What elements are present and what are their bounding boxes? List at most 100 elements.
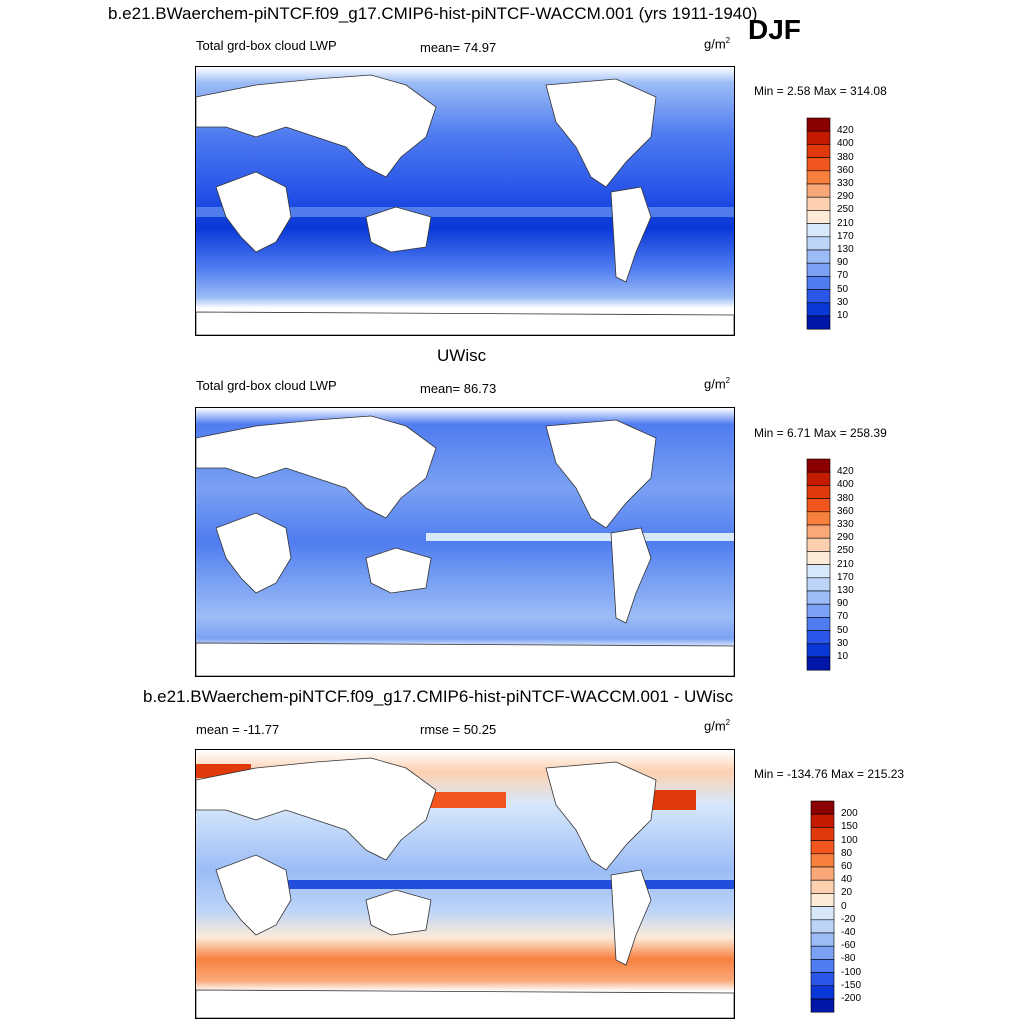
colorbar-swatch (806, 183, 831, 198)
panel-title: UWisc (437, 346, 487, 365)
colorbar-swatch (806, 117, 831, 132)
colorbar-tick-label: 420 (837, 466, 854, 478)
colorbar-swatch (810, 972, 835, 987)
colorbar-swatch (810, 827, 835, 841)
panel-minmax: Min = 6.71 Max = 258.39 (754, 426, 887, 440)
colorbar-tick-label: 400 (837, 479, 854, 491)
colorbar-swatch (806, 511, 831, 526)
continents (196, 74, 734, 335)
colorbar-swatch (806, 617, 831, 631)
natlantic-positive-patch (641, 790, 696, 810)
units-exponent: 2 (725, 718, 731, 727)
colorbar-swatch (806, 603, 831, 618)
colorbar-tick-label: 70 (837, 270, 849, 282)
colorbar-tick-label: -40 (841, 927, 856, 938)
units-base: g/m (704, 36, 726, 52)
colorbar-tick-label: -100 (841, 966, 862, 978)
colorbar-swatch (806, 130, 831, 145)
colorbar-tick-label: 90 (837, 257, 849, 269)
north-america (545, 78, 657, 188)
colorbar-swatch (810, 985, 835, 1000)
colorbar-swatch (806, 537, 831, 552)
eurasia (196, 415, 437, 519)
colorbar-tick-label: 290 (837, 191, 854, 203)
africa (215, 854, 292, 936)
colorbar-tick-label: 250 (837, 204, 854, 216)
africa (215, 171, 292, 253)
colorbar-tick-label: 30 (837, 637, 849, 649)
colorbar-tick-label: 130 (837, 244, 854, 255)
colorbar-tick-label: 130 (837, 585, 854, 596)
colorbar-tick-label: 60 (841, 861, 853, 872)
colorbar-swatch (806, 276, 831, 290)
colorbar-swatch (810, 906, 835, 921)
colorbar-tick-label: -150 (841, 979, 862, 991)
colorbar-tick-label: 50 (837, 624, 849, 636)
colorbar-tick-label: 170 (837, 571, 854, 583)
colorbar-swatch (810, 813, 835, 828)
panel-mean-label: mean= 86.73 (420, 381, 497, 396)
colorbar-swatch (806, 157, 831, 172)
antarctica (196, 311, 734, 335)
colorbar-tick-label: -200 (841, 993, 862, 1004)
africa (215, 512, 292, 594)
panel-mean-label: mean = -11.77 (196, 722, 280, 737)
colorbar-svg (810, 800, 835, 1013)
antarctica (196, 642, 734, 676)
itcz-negative-band (236, 880, 734, 889)
units-exponent: 2 (725, 376, 731, 385)
colorbar-swatch (810, 853, 835, 868)
colorbar-tick-label: 30 (837, 296, 849, 308)
colorbar-swatch (806, 223, 831, 238)
south-america (610, 527, 652, 624)
colorbar-tick-label: 210 (837, 558, 854, 570)
panel-rmse-label: rmse = 50.25 (420, 722, 497, 737)
australia (365, 547, 432, 594)
map-model-svg (196, 67, 734, 335)
panel-mean-label: mean= 74.97 (420, 40, 497, 55)
colorbar-difference: 200 150 100 80 60 40 20 0 -20 -40 -60 -80 -100 -150 -2… (810, 800, 861, 1018)
colorbar-swatch (806, 498, 831, 513)
colorbar-swatch (810, 998, 835, 1013)
colorbar-tick-label: -80 (841, 953, 856, 965)
colorbar-swatch (806, 196, 831, 211)
colorbar-swatch (806, 551, 831, 565)
colorbar-tick-label: 290 (837, 532, 854, 544)
colorbar-swatch (810, 840, 835, 855)
colorbar-tick-label: 400 (837, 138, 854, 150)
colorbar-tick-label: 70 (837, 611, 849, 623)
eurasia (196, 74, 437, 178)
colorbar-tick-label: 360 (837, 164, 854, 176)
colorbar-swatch (806, 458, 831, 473)
panel-variable-label: Total grd-box cloud LWP (196, 378, 337, 393)
colorbar-swatch (810, 893, 835, 907)
north-america (545, 761, 657, 871)
colorbar-tick-label: 100 (841, 834, 858, 846)
figure-title: b.e21.BWaerchem-piNTCF.f09_g17.CMIP6-his… (108, 4, 758, 23)
south-america (610, 186, 652, 283)
colorbar-tick-label: 170 (837, 230, 854, 242)
map-difference-svg (196, 750, 734, 1018)
panel-title: b.e21.BWaerchem-piNTCF.f09_g17.CMIP6-his… (143, 687, 734, 706)
units-exponent: 2 (725, 36, 731, 45)
colorbar-tick-label: 360 (837, 505, 854, 517)
colorbar-model: 420 400 380 360 330 290 250 210 170 130 90 70 50 30 10 (806, 117, 854, 335)
south-america (610, 869, 652, 966)
colorbar-swatch (810, 945, 835, 960)
colorbar-tick-label: 330 (837, 178, 854, 189)
colorbar-swatch (806, 262, 831, 277)
antarctica (196, 989, 734, 1018)
map-model (195, 66, 735, 336)
colorbar-swatch (810, 866, 835, 881)
colorbar-tick-label: 50 (837, 283, 849, 295)
north-america (545, 419, 657, 529)
colorbar-swatch (806, 210, 831, 224)
colorbar-swatch (806, 656, 831, 671)
continents (196, 757, 734, 1018)
colorbar-swatch (806, 236, 831, 251)
panel-units: g/m2 (704, 718, 730, 733)
panel-units: g/m2 (704, 36, 730, 51)
colorbar-tick-label: 40 (841, 874, 853, 886)
colorbar-swatch (806, 144, 831, 158)
colorbar-swatch (810, 800, 835, 815)
